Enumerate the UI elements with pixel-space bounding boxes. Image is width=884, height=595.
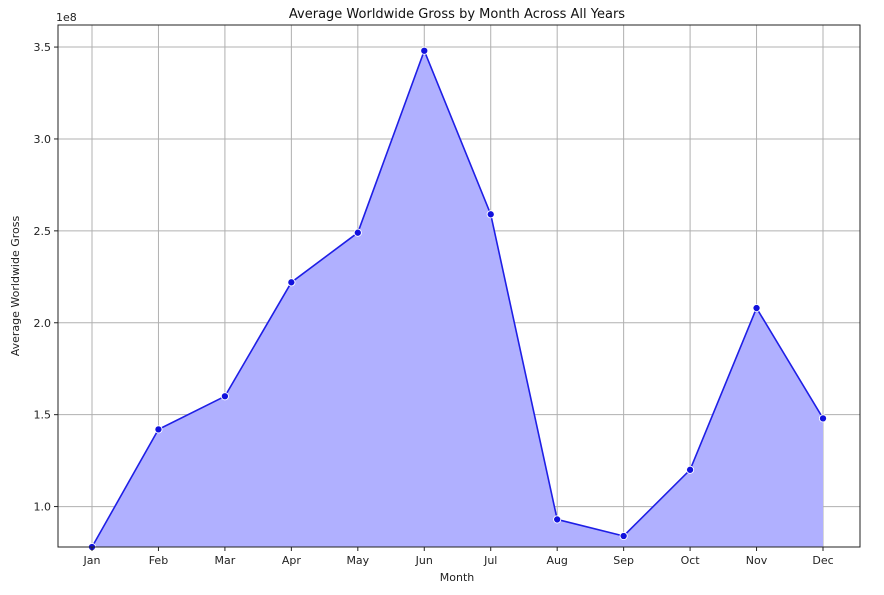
y-axis-offset-label: 1e8	[56, 11, 77, 24]
y-tick-label: 2.5	[34, 225, 52, 238]
x-tick-label: Jun	[415, 554, 433, 567]
axes: Jan Feb Mar Apr May Jun Jul Aug Sep Oct Nov Dec 1.0 1…	[34, 24, 861, 567]
y-axis-title: Average Worldwide Gross	[9, 215, 22, 356]
data-point-nov	[752, 304, 761, 313]
y-tick-label: 3.5	[34, 41, 52, 54]
y-tick-label: 3.0	[34, 133, 52, 146]
data-point-may	[353, 228, 362, 237]
x-tick-label: Feb	[149, 554, 168, 567]
data-point-oct	[686, 465, 695, 474]
series-line	[91, 48, 824, 548]
data-point-jun	[420, 46, 429, 55]
x-tick-label: Aug	[546, 554, 567, 567]
x-tick-label: Apr	[282, 554, 302, 567]
chart-title: Average Worldwide Gross by Month Across …	[289, 7, 625, 22]
y-tick-label: 1.5	[34, 409, 52, 422]
x-tick-label: Sep	[613, 554, 634, 567]
y-tick-label: 1.0	[34, 501, 52, 514]
series-layer	[87, 46, 828, 552]
x-tick-label: Nov	[746, 554, 768, 567]
data-point-sep	[619, 531, 628, 541]
data-point-dec	[818, 414, 828, 423]
x-tick-label: Dec	[812, 554, 833, 567]
x-tick-label: Oct	[681, 554, 701, 567]
data-point-aug	[553, 515, 562, 524]
x-tick-label: Jan	[83, 554, 101, 567]
data-point-mar	[220, 392, 229, 401]
y-tick-label: 2.0	[34, 317, 52, 330]
area-fill	[92, 50, 823, 548]
x-tick-label: Mar	[215, 554, 236, 567]
data-point-jul	[486, 210, 495, 219]
data-point-feb	[154, 425, 163, 434]
x-axis-title: Month	[440, 571, 475, 584]
x-tick-label: Jul	[483, 554, 497, 567]
plot-frame	[57, 24, 861, 548]
x-tick-label: May	[346, 554, 369, 567]
data-point-apr	[287, 278, 296, 287]
